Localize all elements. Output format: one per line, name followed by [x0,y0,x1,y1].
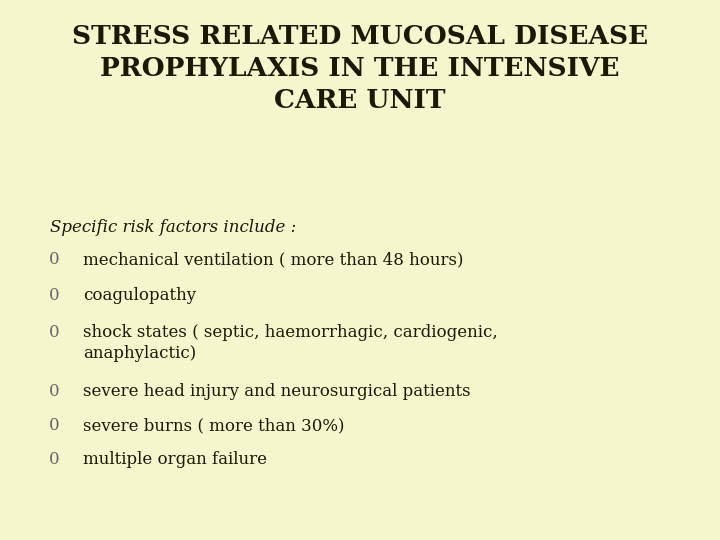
Text: mechanical ventilation ( more than 48 hours): mechanical ventilation ( more than 48 ho… [83,251,463,268]
Text: 0: 0 [49,451,59,468]
Text: 0: 0 [49,417,59,434]
Text: 0: 0 [49,287,59,304]
Text: severe head injury and neurosurgical patients: severe head injury and neurosurgical pat… [83,383,470,400]
Text: 0: 0 [49,251,59,268]
Text: 0: 0 [49,324,59,341]
Text: shock states ( septic, haemorrhagic, cardiogenic,
anaphylactic): shock states ( septic, haemorrhagic, car… [83,324,498,362]
Text: Specific risk factors include :: Specific risk factors include : [50,219,297,235]
Text: severe burns ( more than 30%): severe burns ( more than 30%) [83,417,344,434]
Text: multiple organ failure: multiple organ failure [83,451,267,468]
Text: STRESS RELATED MUCOSAL DISEASE
PROPHYLAXIS IN THE INTENSIVE
CARE UNIT: STRESS RELATED MUCOSAL DISEASE PROPHYLAX… [72,24,648,113]
Text: coagulopathy: coagulopathy [83,287,196,304]
Text: 0: 0 [49,383,59,400]
